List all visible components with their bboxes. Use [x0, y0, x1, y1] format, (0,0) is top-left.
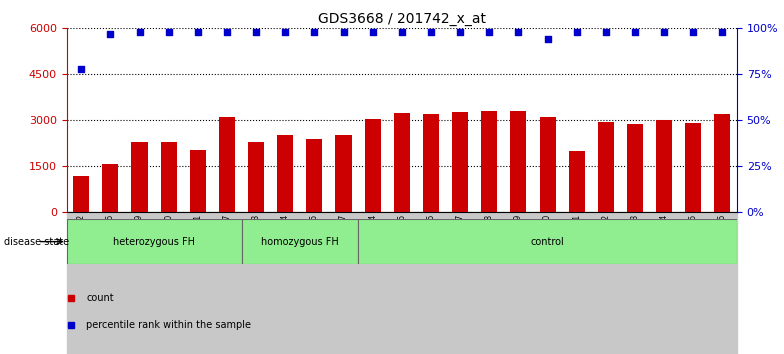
Bar: [620, 212, 649, 354]
Bar: [423, 114, 439, 212]
Text: disease state: disease state: [4, 236, 69, 247]
Point: [600, 29, 612, 35]
Bar: [452, 112, 468, 212]
Bar: [568, 151, 585, 212]
Point: [483, 29, 495, 35]
Bar: [161, 142, 176, 212]
Bar: [125, 212, 154, 354]
Bar: [481, 111, 497, 212]
Point: [308, 29, 321, 35]
Point: [279, 29, 292, 35]
Point: [512, 29, 524, 35]
Bar: [510, 110, 526, 212]
Bar: [649, 212, 679, 354]
Point: [337, 29, 350, 35]
Point: [366, 29, 379, 35]
FancyBboxPatch shape: [241, 219, 358, 264]
Bar: [504, 212, 533, 354]
Bar: [212, 212, 241, 354]
Point: [395, 29, 408, 35]
Bar: [336, 135, 351, 212]
Bar: [445, 212, 474, 354]
Bar: [190, 150, 206, 212]
Point: [162, 29, 175, 35]
Bar: [416, 212, 445, 354]
Point: [75, 66, 88, 72]
Bar: [474, 212, 504, 354]
Point: [220, 29, 233, 35]
Title: GDS3668 / 201742_x_at: GDS3668 / 201742_x_at: [318, 12, 486, 26]
Text: control: control: [531, 236, 564, 247]
Text: count: count: [86, 293, 114, 303]
Bar: [656, 120, 672, 212]
Bar: [248, 142, 264, 212]
Bar: [329, 212, 358, 354]
Point: [104, 31, 117, 37]
Bar: [103, 164, 118, 212]
Point: [250, 29, 263, 35]
Bar: [183, 212, 212, 354]
Bar: [539, 117, 556, 212]
Bar: [562, 212, 591, 354]
Bar: [365, 119, 381, 212]
Text: heterozygous FH: heterozygous FH: [113, 236, 195, 247]
Bar: [597, 122, 614, 212]
FancyBboxPatch shape: [67, 219, 241, 264]
Bar: [533, 212, 562, 354]
Bar: [307, 139, 322, 212]
Text: percentile rank within the sample: percentile rank within the sample: [86, 320, 251, 330]
Point: [191, 29, 204, 35]
Bar: [714, 114, 731, 212]
Bar: [241, 212, 270, 354]
Point: [133, 29, 146, 35]
Bar: [591, 212, 620, 354]
Bar: [154, 212, 183, 354]
Point: [687, 29, 699, 35]
Bar: [358, 212, 387, 354]
Point: [629, 29, 641, 35]
Bar: [679, 212, 708, 354]
Bar: [67, 212, 96, 354]
Bar: [132, 142, 147, 212]
Point: [716, 29, 728, 35]
Bar: [394, 113, 410, 212]
Point: [541, 36, 554, 42]
FancyBboxPatch shape: [358, 219, 737, 264]
Bar: [96, 212, 125, 354]
Bar: [708, 212, 737, 354]
Bar: [73, 176, 89, 212]
Bar: [387, 212, 416, 354]
Text: homozygous FH: homozygous FH: [261, 236, 339, 247]
Bar: [219, 117, 235, 212]
Bar: [299, 212, 329, 354]
Bar: [627, 124, 643, 212]
Bar: [278, 135, 293, 212]
Point: [425, 29, 437, 35]
Point: [454, 29, 466, 35]
Bar: [685, 122, 701, 212]
Bar: [270, 212, 299, 354]
Point: [658, 29, 670, 35]
Point: [571, 29, 583, 35]
